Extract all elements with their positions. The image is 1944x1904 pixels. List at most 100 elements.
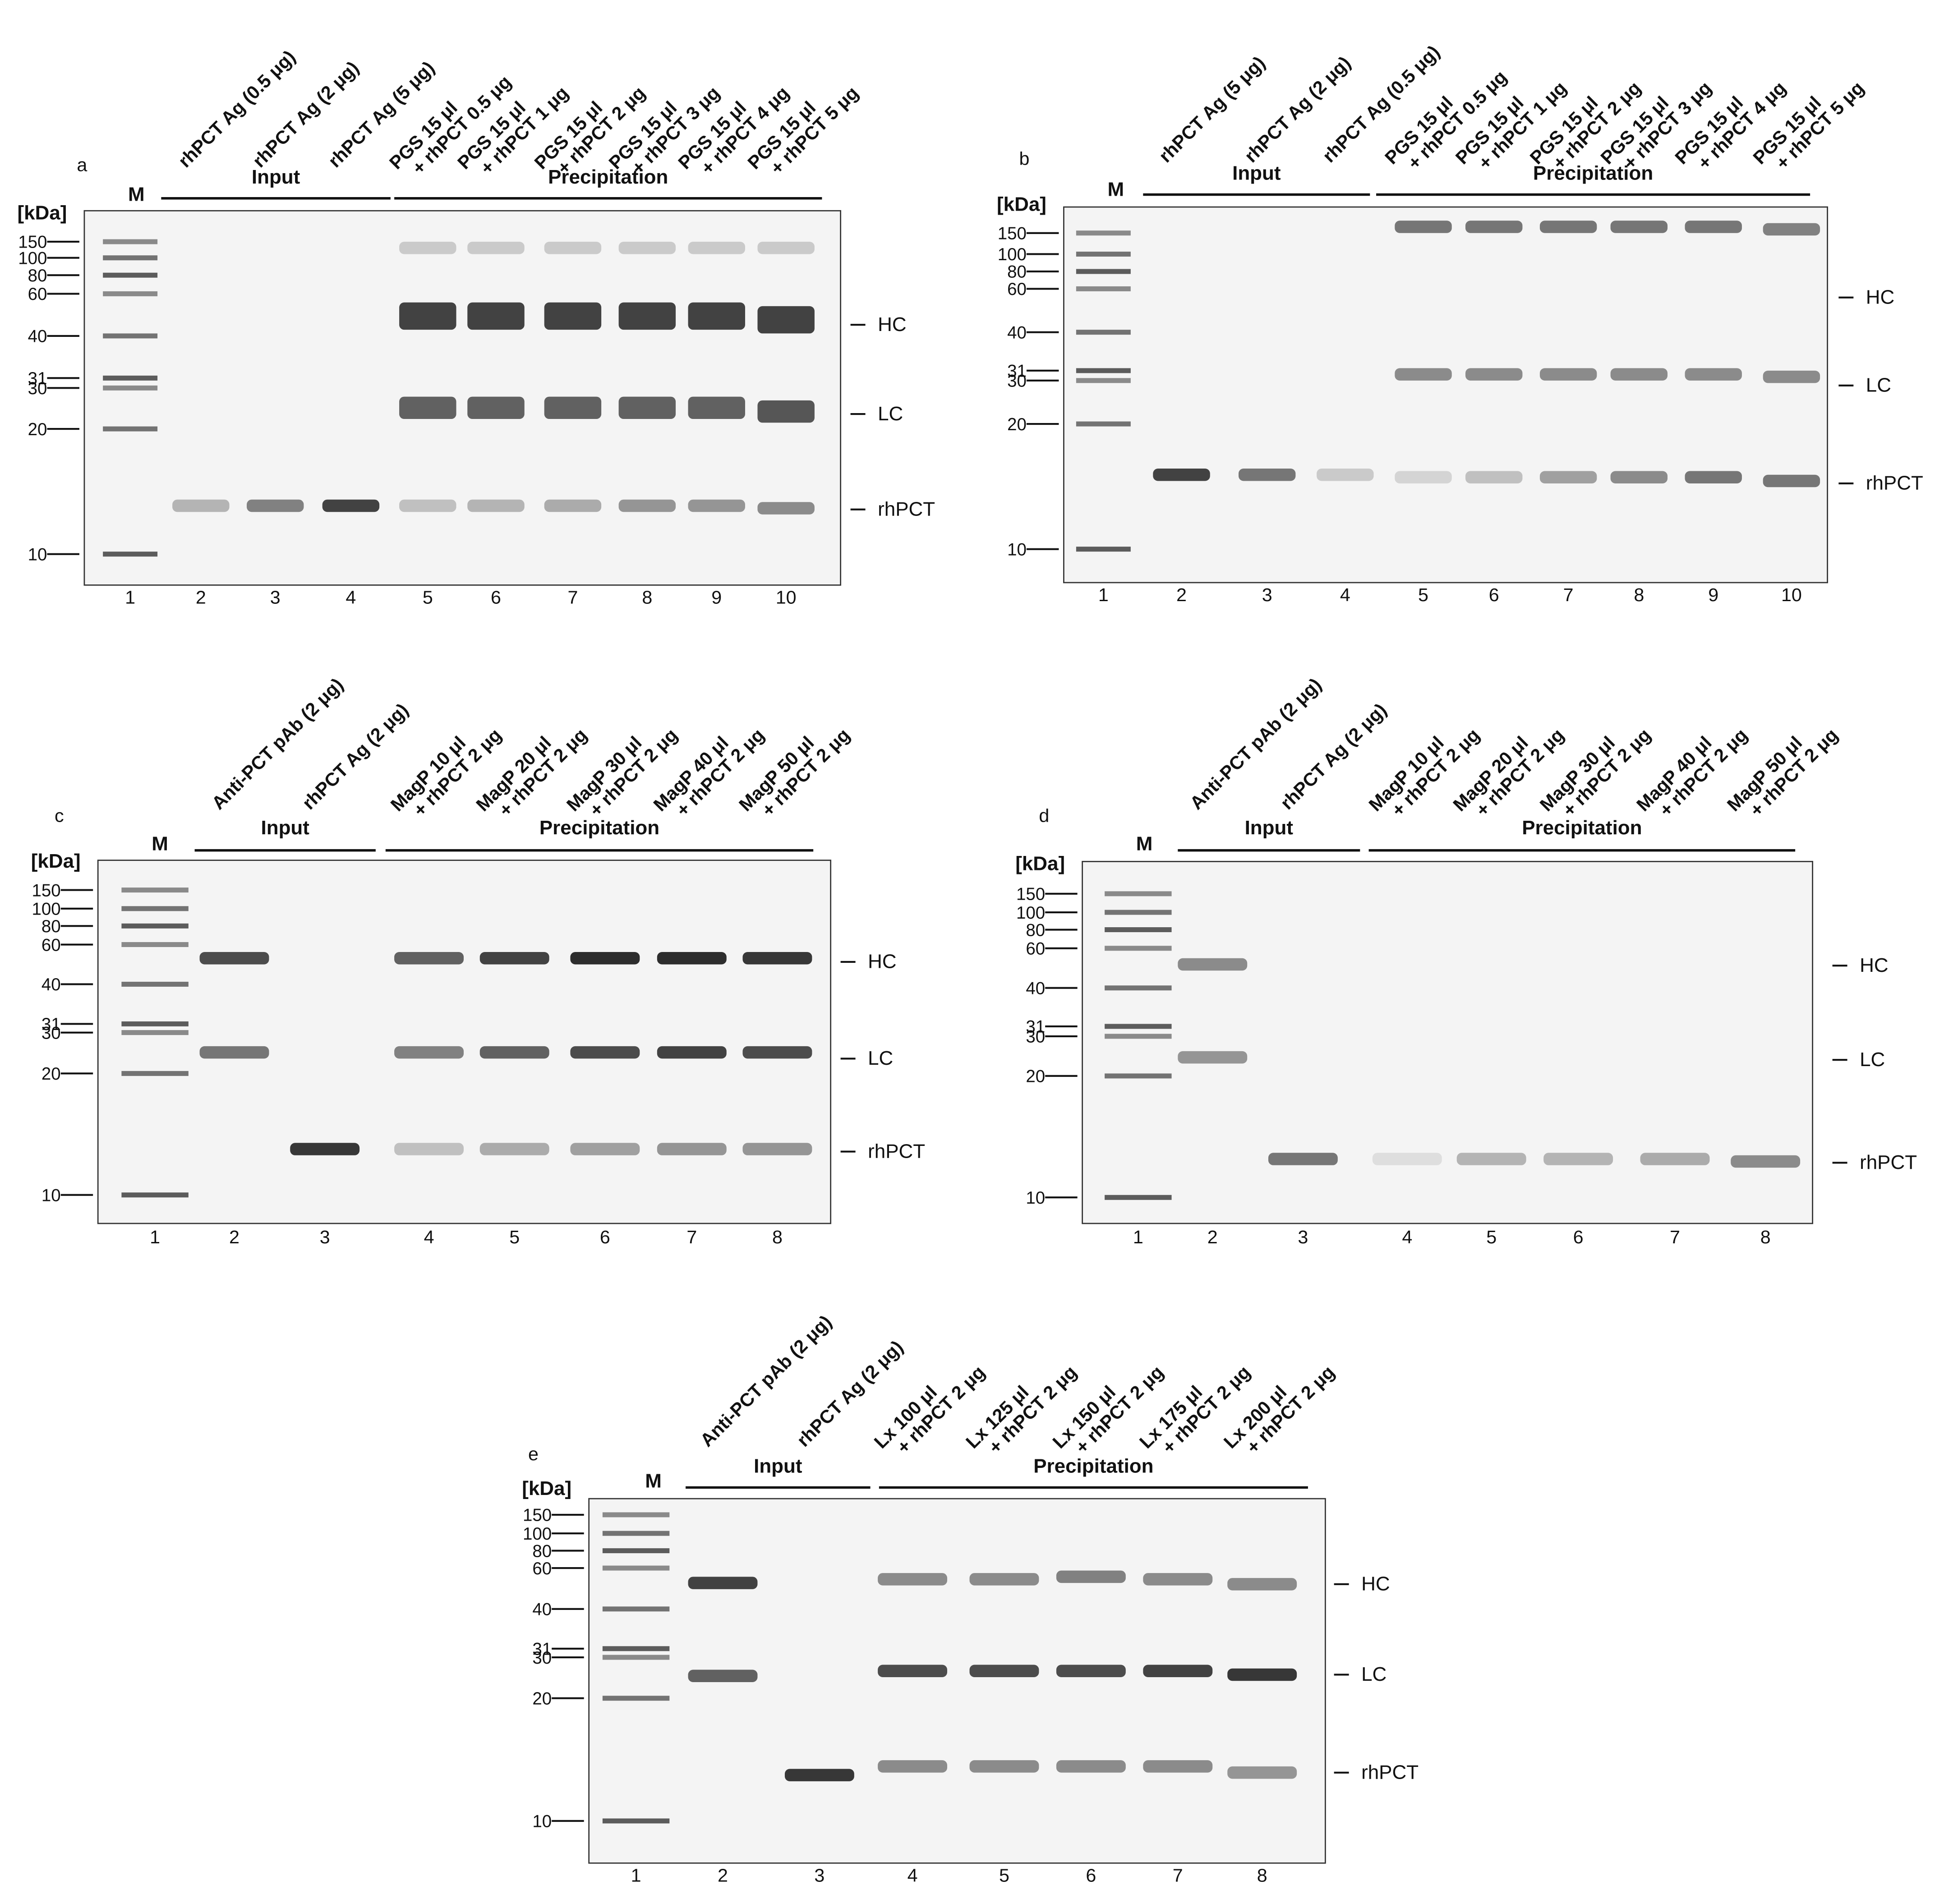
protein-band (1317, 469, 1374, 481)
marker-label: 20 (532, 1689, 552, 1708)
marker-label: 31 (41, 1015, 61, 1034)
marker-band (602, 1565, 670, 1571)
marker-band (1105, 946, 1172, 951)
marker-band (1076, 230, 1131, 236)
protein-band (1143, 1760, 1213, 1773)
protein-band (969, 1665, 1039, 1677)
group-label: Precipitation (1522, 817, 1642, 839)
lane-number: 2 (1176, 584, 1187, 605)
marker-label: 30 (1007, 372, 1027, 391)
marker-label: 100 (523, 1524, 552, 1544)
lane-number: 8 (1634, 584, 1644, 605)
protein-band (399, 241, 456, 254)
protein-band (394, 952, 464, 965)
protein-band (1763, 223, 1820, 236)
protein-band (969, 1573, 1039, 1586)
marker-label: 150 (18, 233, 47, 252)
marker-band (602, 1646, 670, 1651)
marker-label: 80 (1007, 262, 1027, 282)
protein-band (570, 952, 640, 965)
lane-number: 7 (1563, 584, 1574, 605)
lane-number: 7 (686, 1227, 697, 1247)
marker-label: 30 (1026, 1027, 1045, 1047)
protein-band (1056, 1665, 1126, 1677)
protein-band (1056, 1570, 1126, 1583)
marker-label: 31 (1026, 1017, 1045, 1037)
protein-band (570, 1046, 640, 1059)
protein-band (1763, 474, 1820, 487)
lane-number: 1 (1133, 1227, 1143, 1247)
marker-label: 150 (32, 881, 61, 900)
protein-band (1539, 221, 1597, 233)
band-label: rhPCT (868, 1140, 925, 1162)
protein-band (479, 1143, 549, 1155)
marker-band (103, 426, 158, 432)
protein-band (878, 1573, 948, 1586)
protein-band (394, 1143, 464, 1155)
marker-band (1105, 910, 1172, 915)
marker-label: 100 (18, 248, 47, 268)
marker-label: 20 (1026, 1067, 1045, 1086)
protein-band (1640, 1153, 1710, 1165)
marker-band (1076, 330, 1131, 335)
protein-band (399, 499, 456, 512)
protein-band (1395, 368, 1452, 381)
marker-label: 60 (532, 1559, 552, 1578)
panel-label: a (77, 154, 87, 175)
marker-label: 30 (532, 1648, 552, 1668)
protein-band (544, 499, 602, 512)
protein-band (742, 952, 812, 965)
lane-number: 2 (1207, 1227, 1218, 1247)
band-label: LC (1866, 374, 1891, 396)
marker-band (121, 1021, 189, 1026)
band-label: HC (1866, 286, 1895, 308)
marker-label: 60 (28, 285, 47, 304)
marker-band (1105, 985, 1172, 991)
band-label: LC (1361, 1663, 1387, 1685)
lane-number: 4 (908, 1865, 918, 1886)
gel-panel: bM[kDa]Input Precipitation150100806040313… (997, 41, 1923, 606)
protein-band (1685, 471, 1742, 483)
protein-band (1539, 368, 1597, 381)
protein-band (467, 302, 525, 330)
protein-band (1685, 368, 1742, 381)
band-label: rhPCT (878, 498, 935, 520)
panel-label: b (1019, 148, 1029, 169)
band-label: HC (878, 313, 907, 336)
protein-band (1456, 1153, 1526, 1165)
marker-band (121, 923, 189, 929)
marker-band (103, 385, 158, 391)
unit-label: [kDa] (31, 850, 81, 872)
protein-band (1238, 469, 1296, 481)
marker-label: 10 (1007, 540, 1027, 559)
marker-band (121, 1192, 189, 1198)
protein-band (467, 499, 525, 512)
lane-number: 9 (711, 587, 722, 608)
marker-label: 80 (28, 266, 47, 285)
marker-label: 60 (1026, 939, 1045, 958)
marker-label: 20 (41, 1064, 61, 1084)
protein-band (688, 302, 745, 330)
marker-band (1076, 251, 1131, 257)
lane-number: 5 (423, 587, 433, 608)
protein-band (1372, 1153, 1442, 1165)
protein-band (1395, 221, 1452, 233)
protein-band (742, 1046, 812, 1059)
band-label: LC (1860, 1049, 1885, 1071)
lane-number: 2 (229, 1227, 240, 1247)
marker-band (1076, 547, 1131, 552)
marker-band (602, 1548, 670, 1554)
marker-lane-label: M (1136, 833, 1153, 855)
unit-label: [kDa] (522, 1477, 571, 1499)
marker-label: 10 (532, 1812, 552, 1831)
protein-band (618, 396, 676, 419)
marker-label: 20 (28, 420, 47, 439)
band-label: LC (868, 1047, 893, 1069)
group-label: Precipitation (548, 166, 668, 188)
protein-band (479, 952, 549, 965)
group-label: Input (1232, 162, 1281, 184)
lane-number: 5 (1486, 1227, 1497, 1247)
marker-band (103, 272, 158, 278)
protein-band (688, 499, 745, 512)
